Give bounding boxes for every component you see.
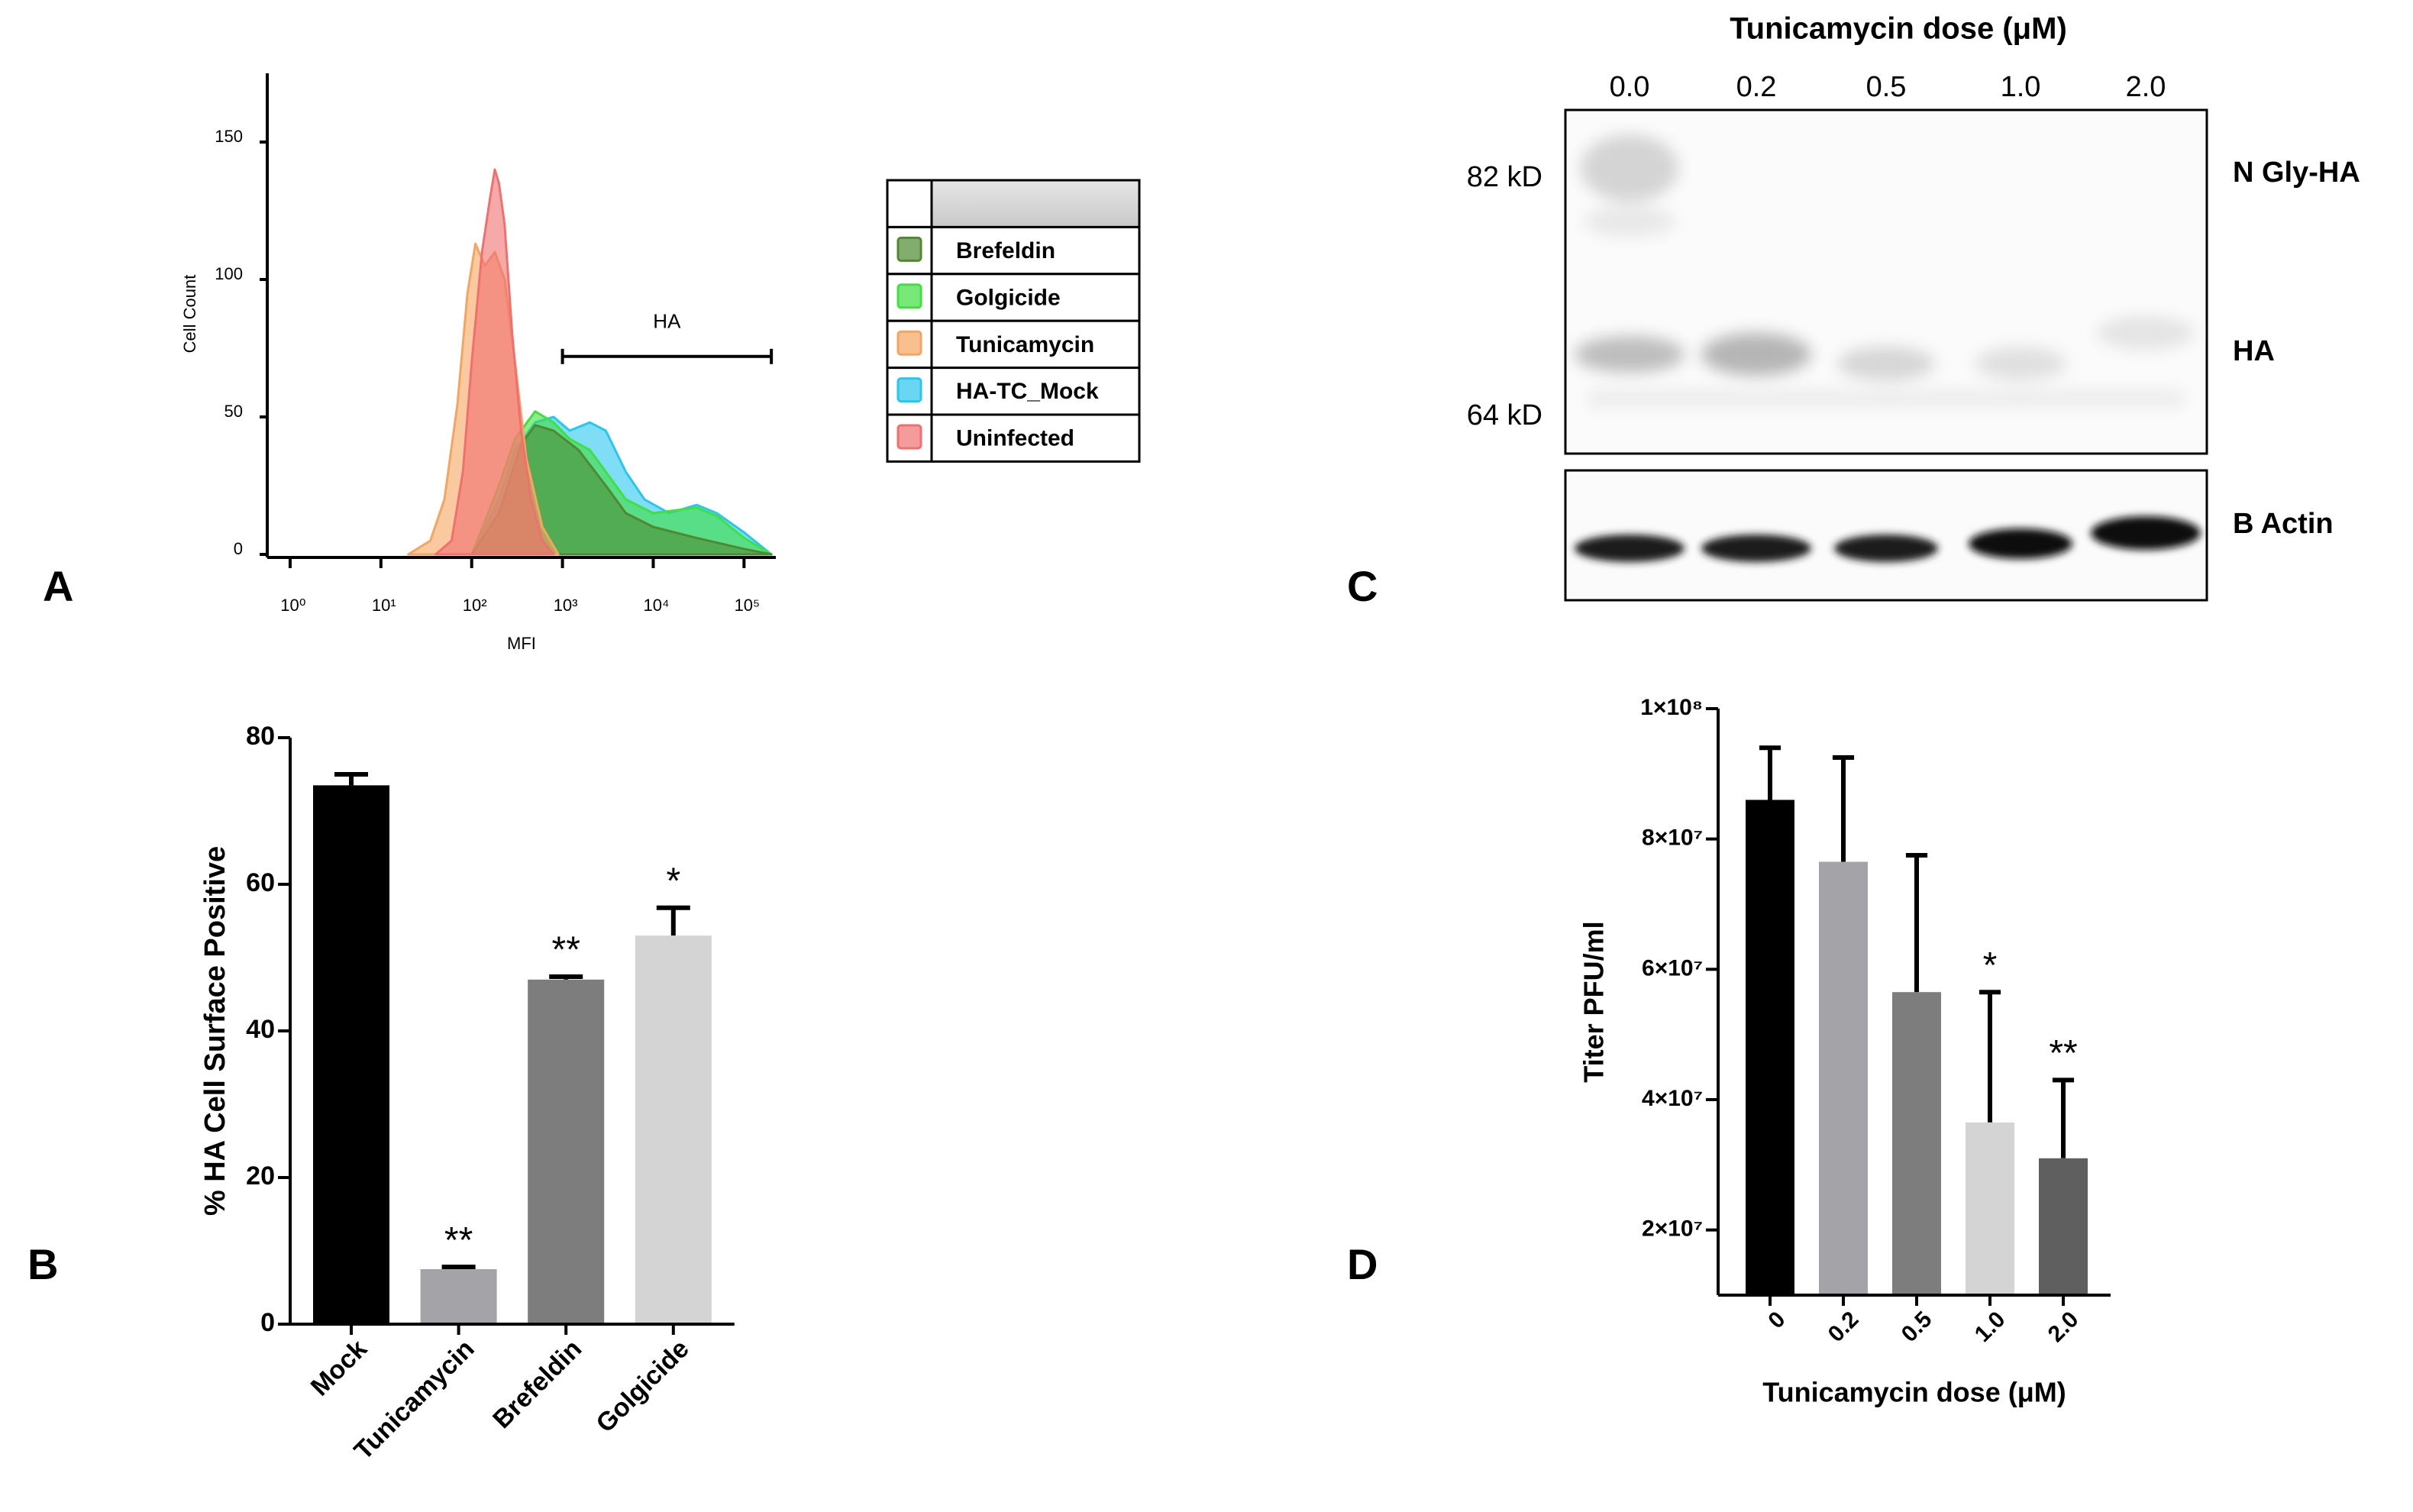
lane-label: 2.0 [2126, 71, 2166, 103]
y-tick-label: 1×10⁸ [1640, 695, 1703, 720]
x-tick-label: 0.5 [1897, 1307, 1937, 1347]
legend-swatch [896, 283, 922, 309]
y-tick-label: 60 [246, 868, 275, 897]
marker-label: 82 kD [1467, 161, 1542, 193]
y-axis-label: Cell Count [180, 275, 199, 354]
y-axis-label: Titer PFU/ml [1578, 921, 1610, 1082]
y-tick-label: 20 [246, 1161, 275, 1191]
gate-label: HA [653, 310, 681, 333]
significance-label: * [666, 861, 680, 901]
x-tick-label: 10⁵ [735, 596, 761, 615]
significance-label: ** [444, 1220, 473, 1261]
legend-swatch [896, 236, 922, 262]
panel-label: B [27, 1240, 58, 1288]
y-tick-label: 40 [246, 1015, 275, 1044]
bar [1966, 1122, 2014, 1295]
bar [2039, 1158, 2088, 1295]
legend-label: Brefeldin [956, 238, 1055, 263]
panel-label: C [1347, 562, 1378, 610]
y-tick-label: 150 [215, 127, 243, 146]
histogram-area [434, 168, 555, 556]
bar [420, 1269, 497, 1324]
lane-label: 0.5 [1866, 71, 1907, 103]
bar [313, 785, 389, 1324]
legend-swatch [896, 424, 922, 450]
x-tick-label: Brefeldin [487, 1334, 587, 1434]
y-tick-label: 8×10⁷ [1642, 825, 1703, 851]
x-tick-label: 10⁴ [644, 596, 670, 615]
marker-label: 64 kD [1467, 399, 1542, 431]
x-tick-label: 10² [463, 596, 487, 615]
y-tick-label: 6×10⁷ [1642, 955, 1703, 981]
x-tick-label: 10¹ [372, 596, 396, 615]
bar [635, 935, 712, 1324]
blot-title: Tunicamycin dose (μM) [1730, 12, 2067, 46]
band-label: B Actin [2233, 508, 2334, 540]
legend-cell [886, 273, 1141, 322]
y-tick-label: 80 [246, 722, 275, 751]
legend-label: Uninfected [956, 426, 1074, 451]
y-tick-label: 2×10⁷ [1642, 1216, 1703, 1242]
legend-label: Golgicide [956, 285, 1061, 310]
x-tick-label: Mock [305, 1334, 373, 1401]
x-tick-label: 1.0 [1970, 1307, 2011, 1347]
band-label: HA [2233, 335, 2275, 367]
x-axis-label: MFI [507, 634, 536, 653]
bands [1575, 516, 2201, 562]
panel-label: D [1347, 1240, 1378, 1288]
bar [1819, 861, 1868, 1295]
x-tick-label: 2.0 [2043, 1307, 2084, 1347]
legend-header [930, 179, 1141, 228]
y-tick-label: 0 [234, 539, 243, 558]
x-tick-label: 10⁰ [280, 596, 305, 615]
legend-swatch [896, 330, 922, 356]
legend-cell [886, 413, 1141, 463]
lane-label: 1.0 [2001, 71, 2041, 103]
x-tick-label: Golgicide [590, 1334, 694, 1438]
legend-label: Tunicamycin [956, 332, 1094, 357]
legend-swatch [896, 377, 922, 403]
legend-header [886, 179, 933, 228]
lane-label: 0.0 [1610, 71, 1650, 103]
bar [1746, 800, 1794, 1295]
bar [1892, 992, 1941, 1295]
x-axis-label: Tunicamycin dose (μM) [1762, 1377, 2066, 1408]
x-tick-label: 0 [1763, 1307, 1790, 1333]
significance-label: ** [2049, 1033, 2077, 1074]
panel-label: A [43, 562, 73, 610]
band-label: N Gly-HA [2233, 157, 2360, 189]
legend-cell [886, 225, 1141, 276]
y-tick-label: 0 [260, 1308, 275, 1337]
y-tick-label: 100 [215, 264, 243, 283]
blot: Tunicamycin dose (μM) 0.0 0.2 0.5 1.0 2.… [1467, 12, 2360, 602]
bands [1575, 134, 2195, 408]
y-tick-label: 4×10⁷ [1642, 1086, 1703, 1111]
significance-label: * [1983, 945, 1998, 986]
bar [528, 979, 605, 1324]
significance-label: ** [552, 930, 580, 971]
x-tick-label: 10³ [554, 596, 578, 615]
y-tick-label: 50 [225, 402, 243, 421]
lane-label: 0.2 [1736, 71, 1777, 103]
x-tick-label: 0.2 [1823, 1307, 1864, 1347]
y-axis-label: % HA Cell Surface Positive [199, 846, 231, 1216]
legend-label: HA-TC_Mock [956, 379, 1099, 404]
legend-cell [886, 367, 1141, 416]
